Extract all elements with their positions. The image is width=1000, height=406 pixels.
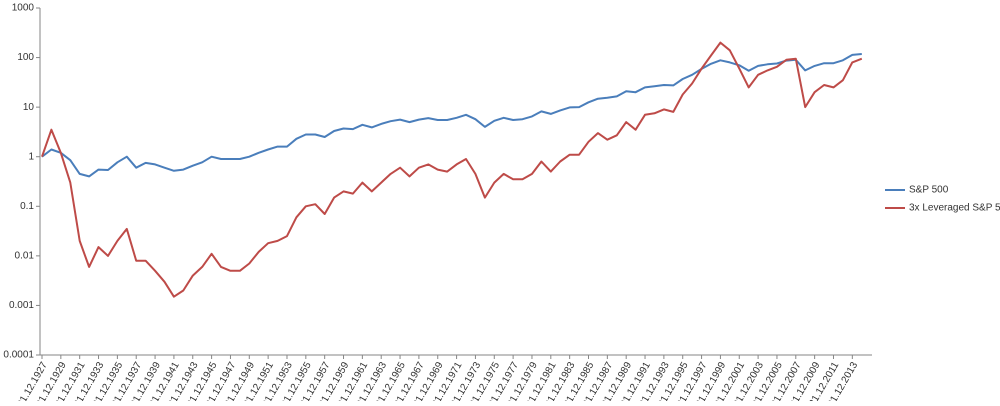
y-tick-label: 100: [17, 52, 34, 63]
legend-label: 3x Leveraged S&P 500: [909, 203, 1000, 214]
y-tick-label: 1000: [12, 3, 35, 14]
legend-label: S&P 500: [909, 185, 949, 196]
series-line: [41, 41, 863, 298]
y-tick-label: 0.01: [15, 250, 35, 261]
y-tick-label: 0.0001: [3, 350, 34, 361]
series-line: [41, 53, 862, 178]
y-tick-label: 1: [28, 151, 34, 162]
y-tick-label: 0.001: [9, 300, 34, 311]
y-tick-label: 10: [23, 102, 35, 113]
y-tick-label: 0.1: [20, 201, 34, 212]
